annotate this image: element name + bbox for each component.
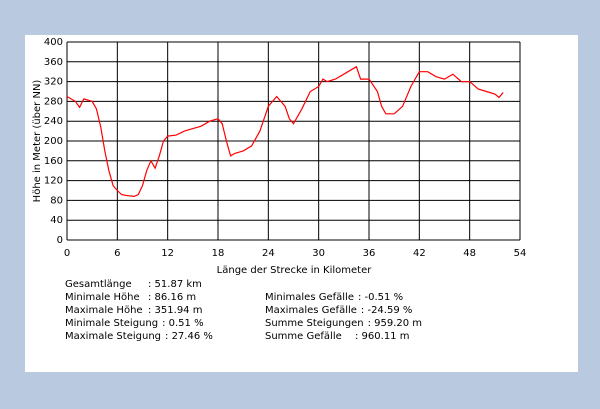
y-tick-label: 360 xyxy=(44,57,63,68)
y-tick-label: 40 xyxy=(50,215,63,226)
x-axis-label: Länge der Strecke in Kilometer xyxy=(217,265,373,276)
x-tick-label: 6 xyxy=(114,248,120,259)
y-tick-label: 320 xyxy=(44,77,63,88)
y-tick-label: 240 xyxy=(44,116,63,127)
x-tick-label: 18 xyxy=(212,248,225,259)
y-tick-label: 280 xyxy=(44,96,63,107)
stat-value: : 27.46 % xyxy=(165,331,213,342)
y-tick-label: 200 xyxy=(44,136,63,147)
y-axis-label: Höhe in Meter (über NN) xyxy=(32,80,43,203)
stat-value: : -24.59 % xyxy=(361,305,412,316)
x-tick-label: 42 xyxy=(413,248,426,259)
x-tick-label: 12 xyxy=(161,248,174,259)
y-tick-label: 160 xyxy=(44,156,63,167)
stat-label: Minimale Höhe xyxy=(65,292,140,303)
x-tick-label: 48 xyxy=(463,248,476,259)
stat-value: : 51.87 km xyxy=(148,279,202,290)
stat-label: Minimale Steigung xyxy=(65,318,158,329)
y-tick-label: 120 xyxy=(44,176,63,187)
stat-label: Minimales Gefälle xyxy=(265,292,354,303)
stat-value: : 351.94 m xyxy=(148,305,202,316)
y-tick-label: 80 xyxy=(50,195,63,206)
stat-value: : 959.20 m xyxy=(368,318,422,329)
stat-label: Summe Steigungen xyxy=(265,318,364,329)
stat-label: Maximale Steigung xyxy=(65,331,161,342)
stat-label: Gesamtlänge xyxy=(65,279,132,290)
stat-label: Maximale Höhe xyxy=(65,305,143,316)
x-tick-label: 54 xyxy=(514,248,527,259)
stat-value: : 960.11 m xyxy=(355,331,409,342)
elevation-line xyxy=(66,65,504,198)
x-tick-label: 0 xyxy=(64,248,70,259)
stat-value: : 0.51 % xyxy=(162,318,204,329)
stat-label: Maximales Gefälle xyxy=(265,305,357,316)
y-tick-label: 400 xyxy=(44,37,63,48)
x-tick-label: 30 xyxy=(312,248,325,259)
stat-value: : -0.51 % xyxy=(358,292,403,303)
stat-label: Summe Gefälle xyxy=(265,331,342,342)
y-tick-label: 0 xyxy=(57,235,63,246)
x-tick-label: 36 xyxy=(363,248,376,259)
stat-value: : 86.16 m xyxy=(148,292,196,303)
x-tick-label: 24 xyxy=(262,248,275,259)
